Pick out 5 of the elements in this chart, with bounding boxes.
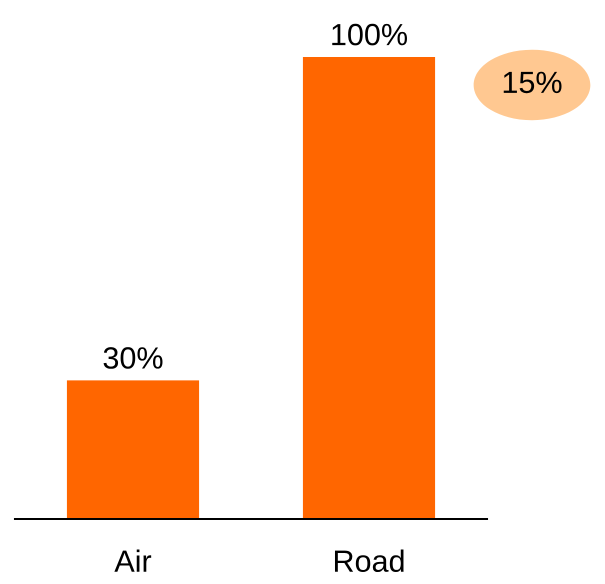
data-label: 30%	[104, 347, 162, 369]
text: 15%	[504, 72, 562, 94]
x-tick-label: Air	[114, 550, 152, 572]
x-tick-label: Road	[334, 550, 404, 572]
data-label: 100%	[332, 24, 407, 46]
